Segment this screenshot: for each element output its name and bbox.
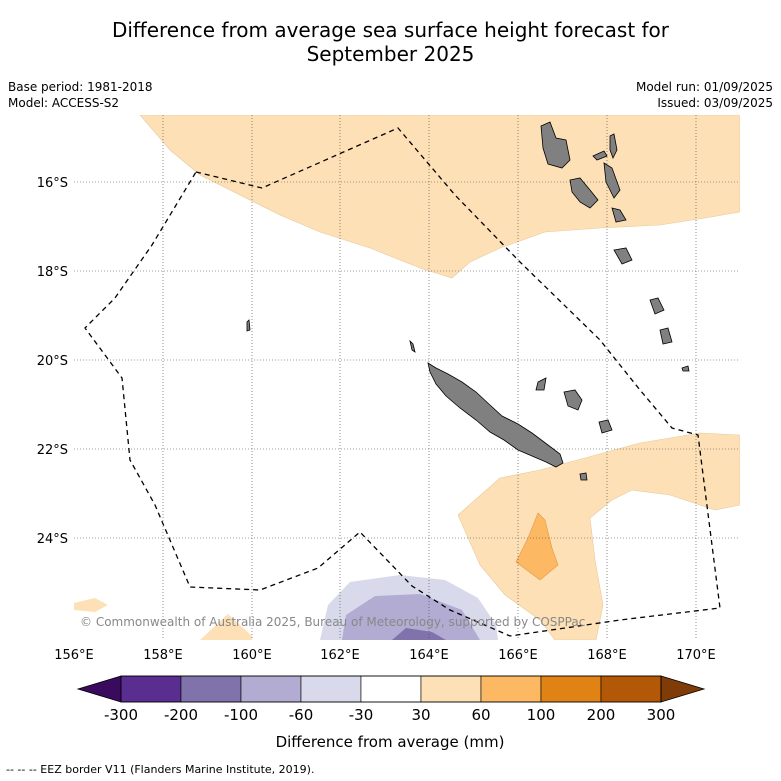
lon-label-164e: 164°E: [409, 648, 449, 663]
colorbar-tick-label: -200: [164, 706, 198, 724]
lat-label-20s: 20°S: [37, 354, 68, 369]
land-new-caledonia: [427, 362, 564, 468]
colorbar-segment: [420, 675, 482, 703]
eez-border: [84, 127, 721, 637]
colorbar: -300 -200 -100 -60 -30 30 60 100 200 300 Differen…: [76, 675, 706, 751]
lon-label-166e: 166°E: [498, 648, 538, 663]
colorbar-tick-labels: -300 -200 -100 -60 -30 30 60 100 200 300: [104, 706, 675, 724]
colorbar-tick-label: -60: [289, 706, 314, 724]
colorbar-segments: [120, 675, 662, 703]
land-belep: [409, 339, 416, 353]
land-malekula: [569, 177, 599, 209]
land-isle-of-pines: [579, 472, 588, 481]
colorbar-tick-label: -30: [349, 706, 374, 724]
lat-label-16s: 16°S: [37, 176, 68, 191]
anomaly-region-southeast: [457, 432, 740, 640]
map-title: Difference from average sea surface heig…: [0, 18, 781, 66]
anomaly-patch-southwest-1: [74, 598, 108, 612]
lon-label-170e: 170°E: [676, 648, 716, 663]
land-ambae: [592, 150, 608, 161]
colorbar-segment: [180, 675, 242, 703]
colorbar-segment: [300, 675, 362, 703]
lat-label-18s: 18°S: [37, 265, 68, 280]
meta-right: Model run: 01/09/2025 Issued: 03/09/2025: [636, 79, 773, 111]
colorbar-segment: [480, 675, 542, 703]
land-espiritu-santo: [540, 121, 571, 169]
colorbar-tick-label: 300: [647, 706, 676, 724]
land-loyalty-islands-2: [598, 419, 613, 434]
lon-label-158e: 158°E: [143, 648, 183, 663]
colorbar-segment: [540, 675, 602, 703]
colorbar-tick-label: -300: [104, 706, 138, 724]
land-pentecost: [603, 162, 621, 199]
colorbar-tick-label: 30: [411, 706, 430, 724]
anomaly-patch-southwest-2: [200, 614, 252, 640]
land-maewo: [609, 133, 618, 159]
lon-label-156e: 156°E: [54, 648, 94, 663]
anomaly-negative-60-100: [342, 594, 480, 640]
model-name: Model: ACCESS-S2: [8, 96, 120, 110]
land-aneityum: [659, 327, 673, 345]
anomaly-patch-60-100: [515, 512, 559, 581]
colorbar-label: Difference from average (mm): [276, 733, 505, 751]
colorbar-segment: [240, 675, 302, 703]
colorbar-segment: [120, 675, 182, 703]
latitude-labels: 16°S 18°S 20°S 22°S 24°S: [37, 176, 68, 547]
land-chesterfield: [246, 319, 251, 332]
copyright-notice: © Commonwealth of Australia 2025, Bureau…: [80, 615, 585, 629]
colorbar-extension-low: [76, 675, 122, 703]
colorbar-tick-label: 200: [587, 706, 616, 724]
colorbar-tick-label: 60: [471, 706, 490, 724]
longitude-labels: 156°E 158°E 160°E 162°E 164°E 166°E 168°…: [54, 648, 716, 663]
meta-left: Base period: 1981-2018 Model: ACCESS-S2: [8, 79, 153, 111]
colorbar-segment: [600, 675, 662, 703]
colorbar-tick-label: -100: [224, 706, 258, 724]
title-line-1: Difference from average sea surface heig…: [111, 18, 670, 42]
map-area: © Commonwealth of Australia 2025, Bureau…: [74, 115, 740, 640]
lon-label-162e: 162°E: [320, 648, 360, 663]
colorbar-extension-high: [660, 675, 706, 703]
land-small-island-east: [681, 365, 690, 372]
base-period: Base period: 1981-2018: [8, 80, 153, 94]
issued-date: Issued: 03/09/2025: [657, 96, 773, 110]
eez-legend-note: -- -- -- EEZ border V11 (Flanders Marine…: [6, 763, 315, 776]
anomaly-region-north: [139, 115, 740, 279]
lon-label-160e: 160°E: [232, 648, 272, 663]
lon-label-168e: 168°E: [587, 648, 627, 663]
land-tanna: [649, 297, 665, 315]
colorbar-tick-label: 100: [527, 706, 556, 724]
gridlines: [74, 115, 740, 640]
lat-label-22s: 22°S: [37, 443, 68, 458]
anomaly-negative-100-200: [392, 628, 446, 640]
lat-label-24s: 24°S: [37, 532, 68, 547]
land-loyalty-islands-1: [563, 389, 583, 411]
land-erromango: [613, 247, 633, 265]
title-line-2: September 2025: [306, 42, 475, 66]
land-efate: [611, 207, 627, 223]
colorbar-outline: [120, 675, 662, 703]
colorbar-segment: [360, 675, 422, 703]
model-run: Model run: 01/09/2025: [635, 80, 773, 94]
land-loyalty-islands-3: [535, 377, 547, 391]
